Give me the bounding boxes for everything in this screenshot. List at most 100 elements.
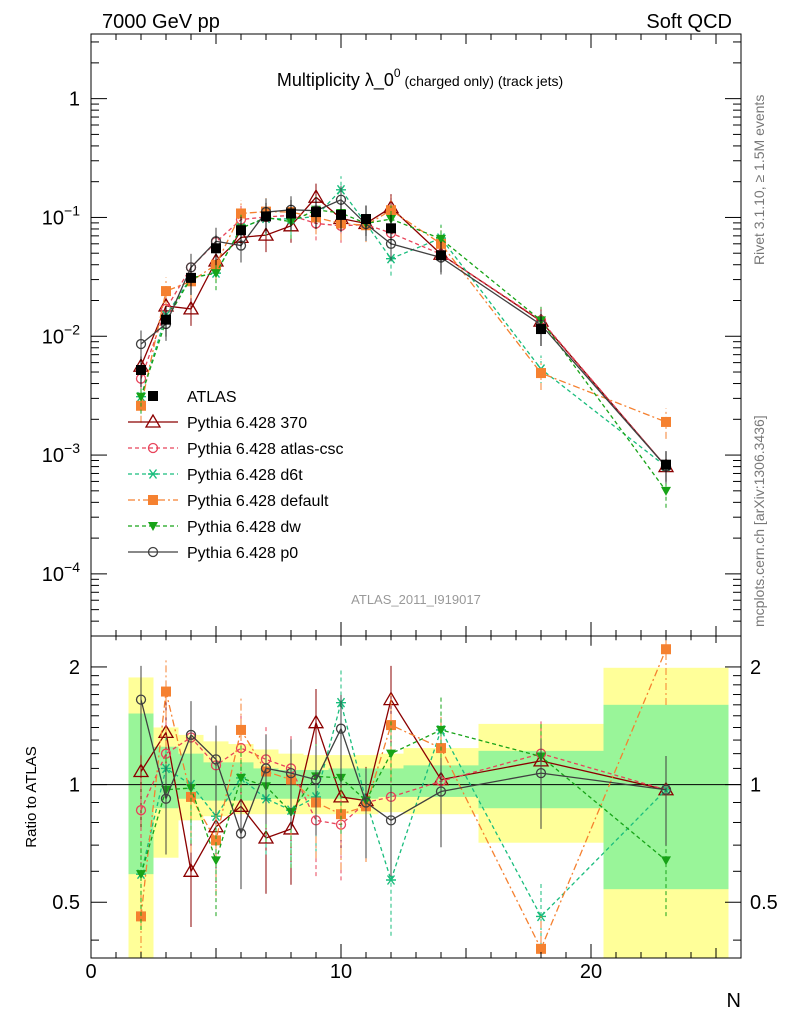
ratio-point-pythia-6-428-p0 [535,767,547,779]
main-plot-series [132,176,675,508]
data-point-atlas [311,207,321,218]
data-point-pythia-6-428-dw [136,392,146,402]
ratio-point-pythia-6-428-atlas-csc [135,805,147,816]
y-tick-label-ratio-right: 2 [750,657,761,679]
data-point-atlas [336,209,346,220]
ratio-point-pythia-6-428-p0 [185,729,197,741]
data-point-atlas [536,324,546,335]
analysis-watermark: ATLAS_2011_I919017 [351,592,481,607]
ratio-point-pythia-6-428-p0 [660,784,672,795]
series-line-pythia-6-428-370 [140,196,667,468]
header-process-label: Soft QCD [646,11,732,33]
y-tick-label-main: 10−3 [42,440,80,467]
ratio-plot-series [132,636,675,958]
ratio-point-pythia-6-428-p0 [360,797,372,808]
x-tick-label: 0 [85,961,96,983]
data-point-atlas [211,243,221,254]
legend: ATLAS Pythia 6.428 370 Pythia 6.428 atlas-… [128,389,344,562]
legend-marker-pythia-6-428-d6t [148,469,158,479]
data-point-atlas [361,214,371,225]
data-point-pythia-6-428-370 [257,226,275,241]
ratio-point-pythia-6-428-dw [436,725,446,735]
series-line-pythia-6-428-default [140,209,667,423]
data-point-atlas [161,314,171,325]
ratio-point-pythia-6-428-dw [136,870,146,880]
data-point-pythia-6-428-default [161,286,171,297]
legend-label-pythia-6-428-p0: Pythia 6.428 p0 [187,545,298,562]
axes-ticks: 0 10 20 1 10−1 10−2 10−3 10−4 0.5 0.5 1 1 2 2 [42,34,778,983]
data-point-pythia-6-428-370 [182,300,200,315]
ratio-point-pythia-6-428-p0 [210,754,222,765]
ratio-point-pythia-6-428-default [661,644,671,655]
ratio-point-pythia-6-428-default [211,835,221,846]
ratio-point-pythia-6-428-default [336,809,346,820]
legend-label-pythia-6-428-370: Pythia 6.428 370 [187,415,307,432]
ratio-point-pythia-6-428-370 [257,829,275,844]
ratio-line-pythia-6-428-dw [140,729,667,875]
y-tick-label-ratio-right: 1 [750,775,761,797]
ratio-point-pythia-6-428-370 [182,863,200,877]
data-point-pythia-6-428-default [386,205,396,216]
data-point-atlas [386,223,396,234]
data-point-atlas [261,211,271,222]
ratio-point-pythia-6-428-p0 [135,694,147,705]
main-plot-title: Multiplicity λ_00 (charged only) (track … [277,66,563,91]
series-line-pythia-6-428-p0 [140,198,667,468]
ratio-point-pythia-6-428-dw [211,856,221,866]
ratio-point-pythia-6-428-default [236,724,246,735]
ratio-line-pythia-6-428-p0 [140,699,667,836]
legend-marker-pythia-6-428-dw [148,522,158,531]
ratio-point-pythia-6-428-p0 [260,763,272,774]
ratio-point-pythia-6-428-d6t [386,875,396,885]
ratio-line-pythia-6-428-atlas-csc [140,736,667,826]
y-tick-label-main: 10−2 [42,321,80,348]
y-tick-label-main: 1 [69,89,80,111]
legend-marker-pythia-6-428-default [148,495,158,505]
data-point-pythia-6-428-dw [436,234,446,244]
data-point-pythia-6-428-default [536,368,546,379]
y-tick-label-main: 10−4 [42,559,80,586]
ratio-point-pythia-6-428-dw [386,749,396,759]
y-tick-label-main: 10−1 [42,202,80,229]
ratio-point-pythia-6-428-dw [661,856,671,866]
legend-marker-pythia-6-428-atlas-csc [147,442,159,454]
ratio-y-axis-label: Ratio to ATLAS [23,746,40,847]
data-point-pythia-6-428-default [661,416,671,427]
ratio-point-pythia-6-428-default [161,686,171,697]
ratio-point-pythia-6-428-p0 [435,786,447,797]
ratio-point-pythia-6-428-default [186,791,196,802]
ratio-point-pythia-6-428-default [136,911,146,922]
ratio-point-pythia-6-428-370 [132,763,150,778]
data-point-atlas [286,208,296,219]
ratio-point-pythia-6-428-p0 [310,774,322,785]
header-energy-label: 7000 GeV pp [102,11,220,33]
data-point-atlas [436,250,446,261]
legend-marker-pythia-6-428-p0 [147,546,159,558]
x-tick-label: 10 [330,961,352,983]
ratio-point-pythia-6-428-p0 [385,815,397,826]
data-point-atlas [136,365,146,376]
legend-label-atlas: ATLAS [187,389,237,406]
y-tick-label-ratio: 0.5 [52,892,80,914]
ratio-point-pythia-6-428-p0 [160,793,172,804]
ratio-point-pythia-6-428-370 [307,714,325,729]
ratio-point-pythia-6-428-p0 [335,723,347,734]
rivet-version-label: Rivet 3.1.10, ≥ 1.5M events [751,95,767,265]
legend-label-pythia-6-428-d6t: Pythia 6.428 d6t [187,467,303,484]
data-point-pythia-6-428-p0 [135,338,147,350]
mcplots-citation-label: mcplots.cern.ch [arXiv:1306.3436] [751,415,767,627]
data-point-atlas [236,225,246,236]
ratio-point-pythia-6-428-p0 [235,828,247,839]
ratio-line-pythia-6-428-default [140,648,667,951]
data-point-pythia-6-428-dw [211,269,221,279]
data-point-atlas [186,272,196,283]
y-tick-label-ratio: 2 [69,657,80,679]
x-axis-label: N [727,990,741,1012]
y-tick-label-ratio: 1 [69,775,80,797]
data-point-atlas [661,459,671,470]
ratio-point-pythia-6-428-dw [236,773,246,783]
legend-marker-pythia-6-428-370 [144,413,162,428]
data-point-pythia-6-428-dw [661,486,671,496]
ratio-point-pythia-6-428-p0 [285,767,297,779]
